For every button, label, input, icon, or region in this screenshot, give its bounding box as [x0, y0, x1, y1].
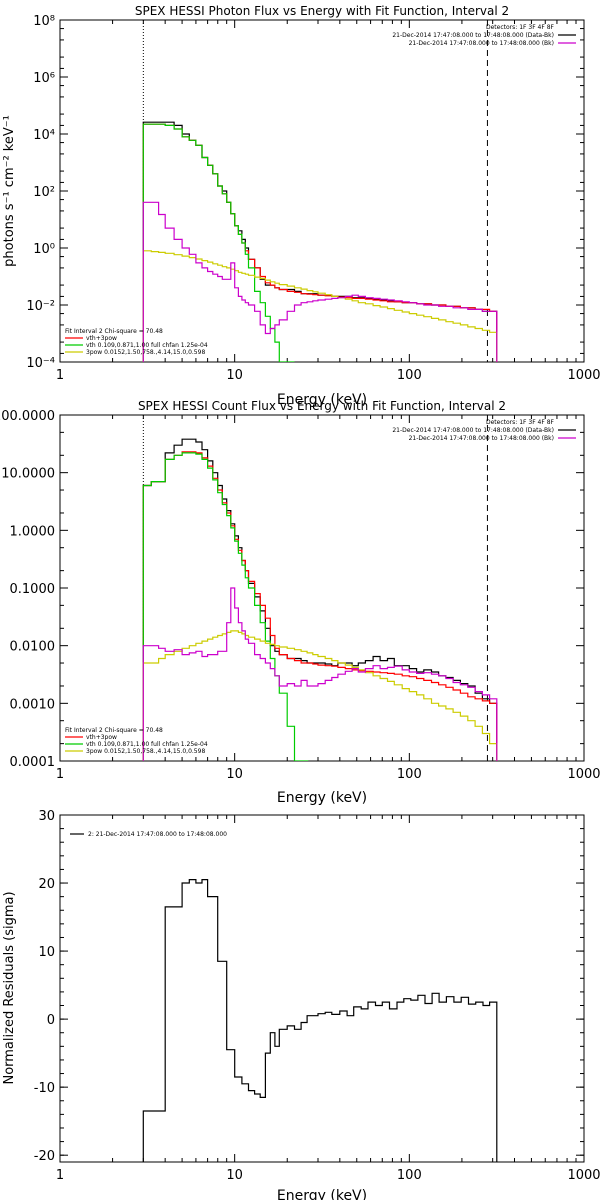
- plot-frame: [59, 414, 585, 762]
- x-tick-label: 10: [226, 1168, 243, 1183]
- series-line: [142, 123, 295, 362]
- x-tick-label: 1: [56, 1168, 64, 1183]
- legend-entry: 21-Dec-2014 17:47:08.000 to 17:48:08.000…: [409, 40, 554, 47]
- y-axis-label: Normalized Residuals (sigma): [2, 891, 17, 1084]
- legend-entry: 21-Dec-2014 17:47:08.000 to 17:48:08.000…: [409, 435, 554, 442]
- x-tick-label: 10: [226, 368, 243, 383]
- legend-entry: Fit Interval 2 Chi-square = 70.48: [65, 328, 163, 335]
- plot-frame: [59, 19, 585, 363]
- x-axis-label: Energy (keV): [277, 790, 367, 806]
- chart-title: SPEX HESSI Photon Flux vs Energy with Fi…: [135, 4, 509, 18]
- residuals-chart: Energy (keV) Normalized Residuals (sigma…: [2, 809, 600, 1200]
- y-tick-label: 100.0000: [0, 409, 55, 424]
- x-tick-label: 1: [56, 368, 64, 383]
- x-axis-label: Energy (keV): [277, 1188, 367, 1200]
- y-tick-label: -20: [34, 1149, 55, 1164]
- legend-entry: vth 0.109,0.871,1.00 full chfan 1.25e-04: [86, 741, 208, 748]
- legend-entry: vth 0.109,0.871,1.00 full chfan 1.25e-04: [86, 342, 208, 349]
- x-tick-label: 1000: [567, 1168, 600, 1183]
- photon-flux-chart: SPEX HESSI Photon Flux vs Energy with Fi…: [2, 4, 600, 408]
- x-tick-label: 100: [397, 1168, 422, 1183]
- y-tick-label: 0.0001: [10, 755, 56, 770]
- legend-entry: 2: 21-Dec-2014 17:47:08.000 to 17:48:08.…: [88, 831, 227, 838]
- series-line: [142, 587, 498, 761]
- x-axis-label: Energy (keV): [277, 392, 367, 408]
- series-line: [142, 201, 498, 362]
- legend-entry: 3pow 0.0152,1.50,758.,4.14,15.0,0.598: [86, 349, 205, 356]
- y-tick-label: 0.1000: [10, 582, 56, 597]
- chart-title: SPEX HESSI Count Flux vs Energy with Fit…: [138, 399, 506, 413]
- y-tick-label: 10²: [33, 185, 55, 200]
- legend-entry: 3pow 0.0152,1.50,758.,4.14,15.0,0.598: [86, 748, 205, 755]
- legend-entry: 21-Dec-2014 17:47:08.000 to 17:48:08.000…: [392, 32, 554, 39]
- series-line: [142, 121, 498, 362]
- series-line: [142, 438, 498, 761]
- x-tick-label: 1000: [567, 368, 600, 383]
- series-line: [142, 879, 498, 1162]
- series-line: [142, 451, 498, 761]
- legend-entry: Detectors: 1F 3F 4F 8F: [486, 24, 555, 31]
- y-tick-label: 20: [38, 877, 55, 892]
- y-tick-label: 0.0010: [10, 697, 56, 712]
- legend-entry: Fit Interval 2 Chi-square = 70.48: [65, 727, 163, 734]
- y-tick-label: 1.0000: [10, 524, 56, 539]
- plot-frame: [59, 814, 585, 1163]
- y-tick-label: 10⁸: [33, 14, 55, 29]
- x-tick-label: 10: [226, 767, 243, 782]
- legend-entry: vth+3pow: [86, 734, 117, 741]
- x-tick-label: 1: [56, 767, 64, 782]
- series-line: [142, 123, 498, 362]
- y-tick-label: 30: [38, 809, 55, 824]
- x-tick-label: 100: [397, 767, 422, 782]
- legend-entry: 21-Dec-2014 17:47:08.000 to 17:48:08.000…: [392, 427, 554, 434]
- count-flux-chart: SPEX HESSI Count Flux vs Energy with Fit…: [0, 399, 600, 806]
- y-tick-label: 10: [38, 945, 55, 960]
- y-tick-label: -10: [34, 1081, 55, 1096]
- y-tick-label: 10⁻²: [26, 299, 55, 314]
- x-tick-label: 1000: [567, 767, 600, 782]
- series-line: [142, 630, 498, 761]
- legend-entry: vth+3pow: [86, 335, 117, 342]
- legend-entry: Detectors: 1F 3F 4F 8F: [486, 419, 555, 426]
- x-tick-label: 100: [397, 368, 422, 383]
- y-tick-label: 0: [47, 1013, 55, 1028]
- y-tick-label: 10⁻⁴: [26, 356, 55, 371]
- y-tick-label: 10.0000: [1, 467, 55, 482]
- y-tick-label: 10⁶: [33, 71, 55, 86]
- y-tick-label: 10⁴: [33, 128, 55, 143]
- series-line: [142, 452, 309, 761]
- y-tick-label: 10⁰: [33, 242, 55, 257]
- series-line: [142, 250, 498, 362]
- y-axis-label: photons s⁻¹ cm⁻² keV⁻¹: [2, 115, 17, 267]
- y-tick-label: 0.0100: [10, 640, 56, 655]
